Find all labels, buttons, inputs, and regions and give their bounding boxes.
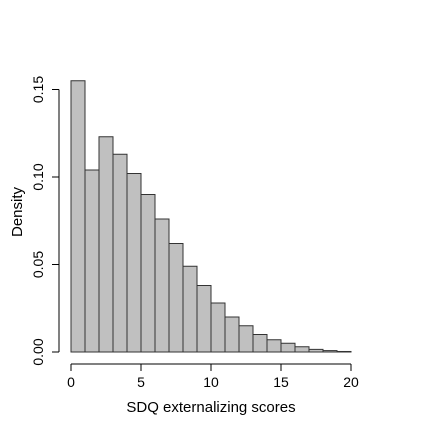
y-axis-label: Density bbox=[9, 186, 26, 237]
histogram-bars bbox=[70, 80, 352, 353]
histogram-bar bbox=[308, 348, 324, 353]
y-tick-label: 0.00 bbox=[30, 338, 46, 365]
histogram-bar bbox=[266, 339, 282, 353]
y-tick-label: 0.15 bbox=[30, 76, 46, 103]
x-axis: 0 5 10 15 20 bbox=[67, 363, 359, 390]
histogram-bar bbox=[294, 346, 310, 353]
y-tick-label: 0.10 bbox=[30, 163, 46, 190]
histogram-bar bbox=[70, 80, 86, 353]
histogram-bar bbox=[336, 350, 352, 353]
histogram-bar bbox=[322, 350, 338, 353]
y-axis: 0.00 0.05 0.10 0.15 bbox=[30, 76, 60, 366]
x-tick-label: 0 bbox=[67, 374, 75, 390]
x-tick-label: 5 bbox=[137, 374, 145, 390]
histogram-bar bbox=[196, 285, 212, 353]
x-tick-label: 10 bbox=[203, 374, 219, 390]
histogram-bar bbox=[126, 173, 142, 353]
histogram-bar bbox=[280, 342, 296, 353]
x-tick-label: 15 bbox=[273, 374, 289, 390]
histogram-bar bbox=[168, 243, 184, 353]
x-axis-label: SDQ externalizing scores bbox=[126, 399, 295, 416]
histogram-bar bbox=[252, 334, 268, 353]
x-tick-label: 20 bbox=[343, 374, 359, 390]
y-tick-label: 0.05 bbox=[30, 251, 46, 278]
histogram-bar bbox=[210, 302, 226, 353]
histogram-bar bbox=[182, 265, 198, 353]
histogram-bar bbox=[238, 325, 254, 353]
histogram-bar bbox=[224, 316, 240, 353]
histogram-bar bbox=[84, 169, 100, 353]
histogram-bar bbox=[154, 218, 170, 353]
histogram-bar bbox=[112, 153, 128, 353]
histogram-bar bbox=[140, 194, 156, 353]
histogram-bar bbox=[98, 136, 114, 353]
